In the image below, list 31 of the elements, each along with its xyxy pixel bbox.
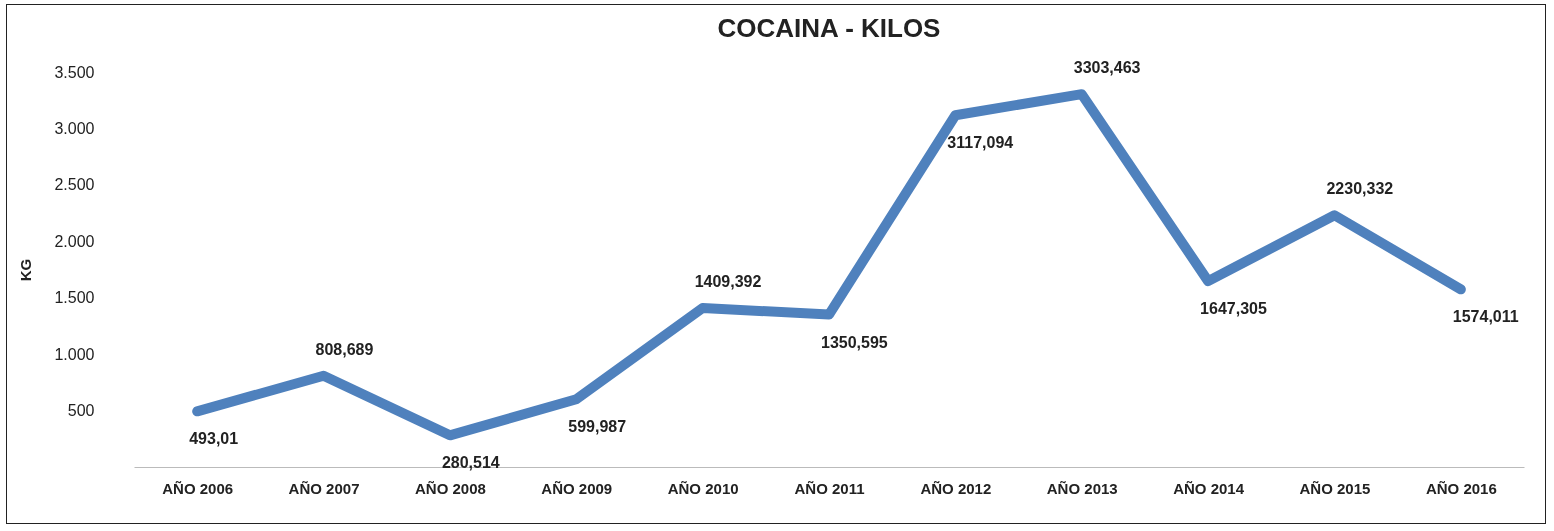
data-label: 808,689 — [315, 340, 374, 358]
y-axis-title: KG — [17, 258, 35, 282]
x-tick-label: AÑO 2011 — [794, 479, 865, 497]
y-tick-label: 1.500 — [54, 289, 95, 307]
data-label: 493,01 — [189, 430, 239, 448]
y-tick-label: 1.000 — [54, 345, 95, 363]
data-label: 280,514 — [441, 454, 500, 472]
y-tick-label: 3.500 — [54, 63, 95, 81]
y-tick-label: 2.000 — [54, 232, 95, 250]
y-tick-label: 2.500 — [54, 176, 95, 194]
y-tick-label: 3.000 — [54, 119, 95, 137]
x-tick-label: AÑO 2012 — [920, 479, 992, 497]
x-tick-label: AÑO 2013 — [1046, 479, 1118, 497]
data-label: 1647,305 — [1200, 300, 1267, 318]
x-tick-label: AÑO 2015 — [1299, 479, 1371, 497]
x-tick-label: AÑO 2006 — [162, 479, 234, 497]
data-label: 3303,463 — [1073, 59, 1141, 77]
x-tick-label: AÑO 2007 — [288, 479, 360, 497]
x-tick-label: AÑO 2016 — [1425, 479, 1497, 497]
x-tick-label: AÑO 2010 — [667, 479, 739, 497]
data-label: 3117,094 — [947, 134, 1014, 152]
x-tick-label: AÑO 2008 — [414, 479, 486, 497]
x-tick-label: AÑO 2009 — [541, 479, 613, 497]
y-tick-label: 500 — [67, 402, 95, 420]
data-label: 1574,011 — [1452, 308, 1519, 326]
x-tick-label: AÑO 2014 — [1173, 479, 1245, 497]
data-label: 1350,595 — [821, 333, 888, 351]
data-label: 2230,332 — [1326, 180, 1394, 198]
chart-title: COCAINA - KILOS — [717, 13, 941, 44]
data-label: 599,987 — [568, 418, 627, 436]
data-label: 1409,392 — [694, 272, 762, 290]
